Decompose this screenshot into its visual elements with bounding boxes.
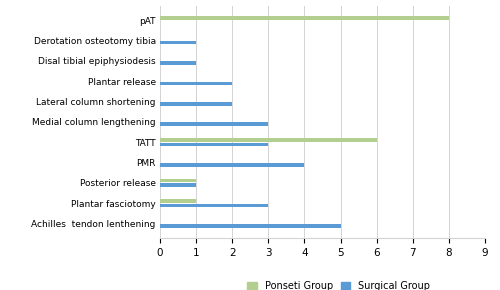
Bar	[160, 102, 232, 106]
Legend: Ponseti Group, Surgical Group: Ponseti Group, Surgical Group	[244, 278, 434, 290]
Bar	[160, 163, 304, 166]
Bar	[160, 204, 268, 207]
Bar	[160, 183, 196, 187]
Bar	[160, 138, 376, 142]
Bar	[160, 199, 196, 203]
Bar	[160, 16, 449, 20]
Bar	[160, 81, 232, 85]
Bar	[160, 122, 268, 126]
Bar	[160, 179, 196, 182]
Bar	[160, 143, 268, 146]
Bar	[160, 61, 196, 65]
Bar	[160, 41, 196, 44]
Bar	[160, 224, 340, 228]
